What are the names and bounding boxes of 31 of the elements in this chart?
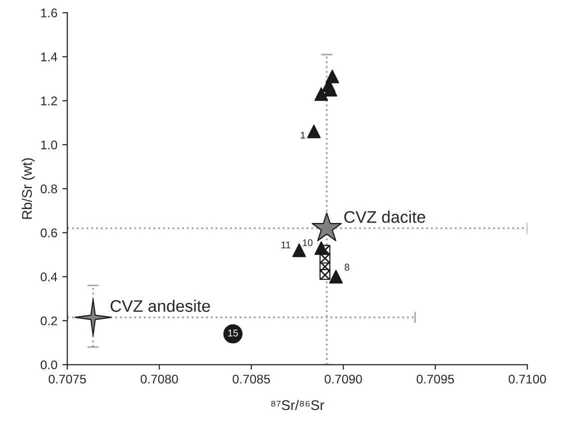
point xyxy=(312,212,342,242)
annotation: CVZ dacite xyxy=(344,210,426,223)
annotation: CVZ andesite xyxy=(110,300,210,312)
y-tick-label: 1.0 xyxy=(41,140,58,150)
y-tick-label: 0.4 xyxy=(40,272,58,282)
point xyxy=(314,87,328,101)
y-tick-label: 0.0 xyxy=(40,360,58,370)
y-tick-label: 0.2 xyxy=(40,316,57,326)
annotation: 8 xyxy=(344,264,350,271)
y-tick-label: 0.6 xyxy=(40,228,58,238)
point xyxy=(320,269,330,280)
point xyxy=(74,298,112,336)
annotation: 11 xyxy=(281,242,290,248)
y-tick-label: 1.4 xyxy=(41,52,58,62)
point xyxy=(307,124,321,138)
y-tick-label: 1.2 xyxy=(41,96,57,106)
y-tick-label: 1.6 xyxy=(41,8,58,18)
annotation: 15 xyxy=(228,330,238,336)
x-tick-label: 0.7080 xyxy=(140,374,178,384)
point xyxy=(329,270,343,284)
annotation: 1 xyxy=(300,132,306,139)
y-axis-title: Rb/Sr (wt) xyxy=(22,158,35,219)
x-tick-label: 0.7075 xyxy=(48,374,86,384)
y-tick-label: 0.8 xyxy=(40,184,58,194)
x-tick-label: 0.7090 xyxy=(324,374,362,384)
x-tick-label: 0.7085 xyxy=(232,374,270,384)
annotation: 10 xyxy=(302,239,313,246)
x-tick-label: 0.7095 xyxy=(416,374,454,384)
x-axis-title: ⁸⁷Sr/⁸⁶Sr xyxy=(271,400,324,410)
point xyxy=(314,241,328,255)
x-tick-label: 0.7100 xyxy=(508,374,546,384)
